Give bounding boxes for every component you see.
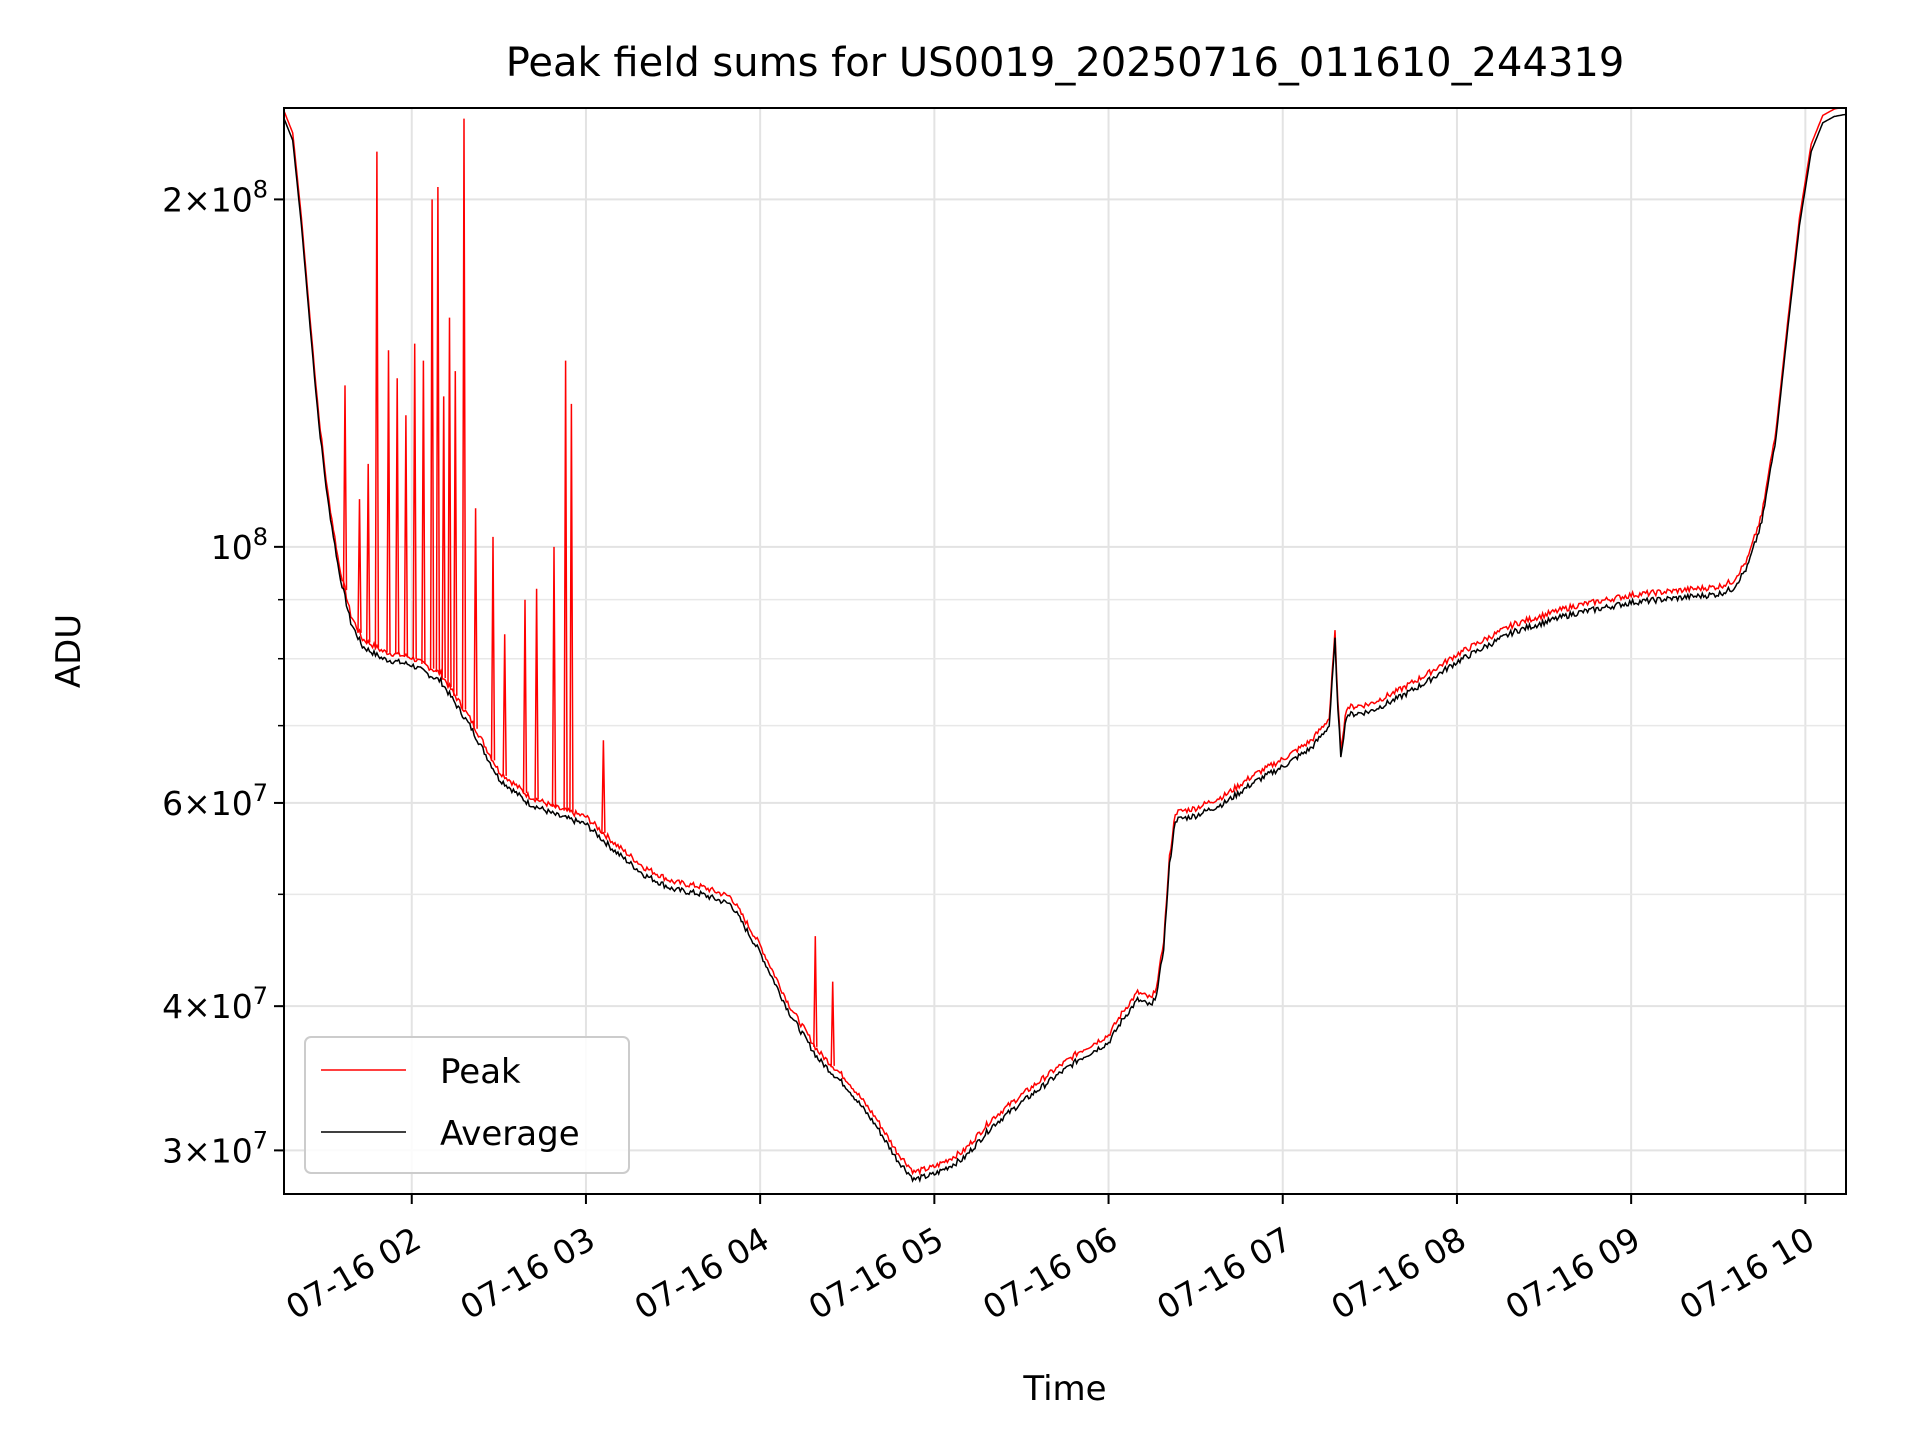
y-axis-label: ADU — [49, 614, 89, 688]
series-average-line — [284, 113, 1846, 1184]
series-peak-spike — [473, 508, 478, 729]
series-peak-spike — [569, 403, 574, 813]
series-peak-spike — [601, 740, 606, 833]
plot-area — [284, 108, 1846, 1184]
legend-peak-label: Peak — [440, 1052, 521, 1092]
series-peak-spike — [813, 936, 818, 1047]
series-peak-spike — [534, 588, 539, 800]
series-peak-spike — [394, 378, 400, 655]
series-peak-spike — [435, 186, 441, 673]
series-peak-spike — [490, 536, 496, 761]
plot-frame — [283, 107, 1847, 1195]
series-peak-spike — [421, 360, 426, 665]
series-peak-spike — [563, 360, 568, 811]
y-tick-label: 2×108 — [162, 175, 268, 219]
series-peak-spike — [461, 118, 467, 710]
legend-average-label: Average — [440, 1114, 580, 1154]
y-tick-label: 3×107 — [162, 1126, 268, 1170]
y-tick-label: 4×107 — [162, 982, 268, 1026]
y-axis: 3×107 4×107 6×107 108 2×108 — [162, 175, 284, 1170]
series-peak-spike — [342, 385, 348, 591]
chart-title: Peak field sums for US0019_20250716_0116… — [506, 40, 1625, 86]
legend: Peak Average — [304, 1036, 630, 1174]
series-peak-spike — [403, 415, 409, 657]
series-peak-line — [284, 108, 1844, 1176]
grid — [284, 108, 1846, 1194]
series-peak-spike — [447, 317, 452, 688]
series-peak-spike — [453, 371, 458, 696]
series-peak-spike — [522, 599, 528, 794]
series-peak-spike — [429, 199, 435, 669]
series-peak-spike — [441, 396, 446, 679]
series-peak-spike — [412, 343, 417, 660]
x-axis-label: Time — [1022, 1369, 1106, 1409]
legend-box — [304, 1036, 630, 1174]
series-peak-spike — [386, 350, 391, 653]
series-peak-spike — [502, 634, 507, 776]
y-tick-label: 108 — [211, 523, 268, 567]
series-peak-spike — [365, 463, 371, 643]
y-tick-label: 6×107 — [162, 779, 268, 823]
series-peak-spike — [374, 151, 380, 648]
series-peak-spike — [357, 499, 362, 633]
series-peak-spike — [551, 546, 557, 807]
series-peak-spike — [830, 981, 835, 1066]
